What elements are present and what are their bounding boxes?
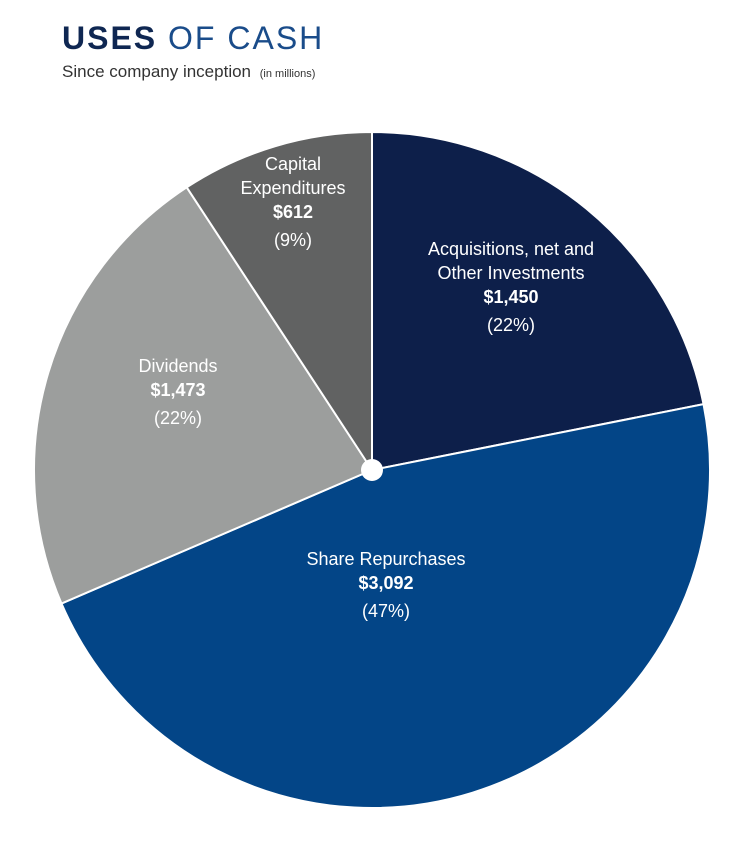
center-dot [361,459,383,481]
unit-note: (in millions) [259,68,316,80]
slice-label: Acquisitions, net and [428,239,594,259]
slice-percent-label: (22%) [487,315,535,335]
slice-label: Capital [265,154,321,174]
chart-subtitle: Since company inception (in millions) [62,62,315,82]
slice-value-label: $1,450 [483,287,538,307]
chart-title: USES OF CASH [62,22,324,54]
slice-value-label: $1,473 [150,380,205,400]
slice-percent-label: (22%) [154,408,202,428]
pie-slice-dividends [33,185,374,605]
slice-percent-label: (47%) [362,601,410,621]
slice-label: Other Investments [437,263,584,283]
chart-subtitle-text: Since company inception [62,62,252,81]
pie-slice-capital-expenditures [185,130,373,474]
chart-title-light: OF CASH [168,20,325,56]
slice-percent-label: (9%) [274,230,312,250]
chart-title-bold: USES [62,20,158,56]
slice-value-label: $612 [273,202,313,222]
pie-slice-share-repurchases [60,402,711,809]
slice-label: Share Repurchases [306,549,465,569]
pie-slice-acquisitions-net-and-other-investments [371,130,705,472]
slice-value-label: $3,092 [358,573,413,593]
slice-label: Expenditures [240,178,345,198]
slice-label: Dividends [138,356,217,376]
